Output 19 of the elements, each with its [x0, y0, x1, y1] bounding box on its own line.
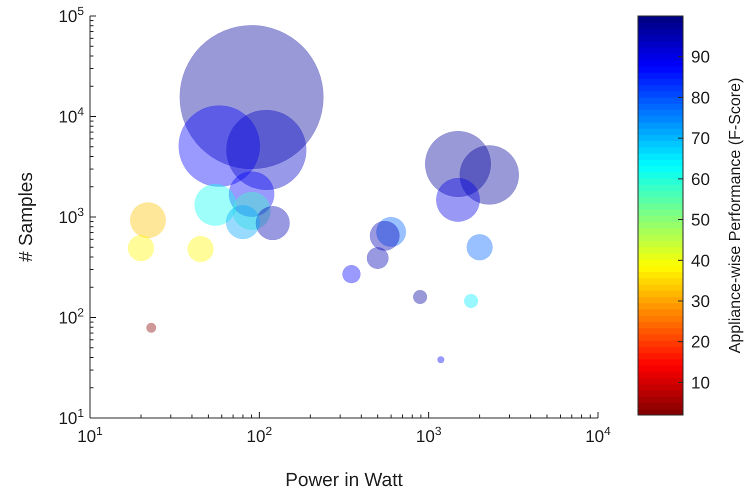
y-tick-label: 10$^{3}$ — [58, 205, 84, 227]
y-tick-label: 10$^{4}$ — [58, 104, 84, 126]
y-tick-label: 10$^{5}$ — [58, 4, 84, 26]
color-bar-label: 10 — [691, 373, 710, 392]
color-bar-label: 80 — [691, 88, 710, 108]
x-tick-label: 10$^{4}$ — [585, 424, 612, 446]
color-bar-label: 30 — [691, 292, 710, 311]
y-tick-label: 10$^{2}$ — [58, 306, 84, 328]
color-bar-label: 60 — [691, 170, 710, 189]
x-tick-label: 10$^{2}$ — [246, 424, 272, 446]
x-axis-title: Power in Watt — [285, 470, 404, 491]
x-tick-label: 10$^{3}$ — [416, 424, 442, 446]
color-bar-label: 50 — [691, 210, 710, 230]
color-bar-label: 20 — [691, 332, 710, 352]
color-bar-title: Appliance-wise Performance (F-Score) — [727, 78, 744, 354]
color-bar-label: 90 — [691, 48, 710, 67]
color-bar-label: 70 — [691, 129, 710, 148]
color-bar-label: 40 — [691, 251, 710, 270]
y-axis-title: # Samples — [16, 172, 37, 262]
